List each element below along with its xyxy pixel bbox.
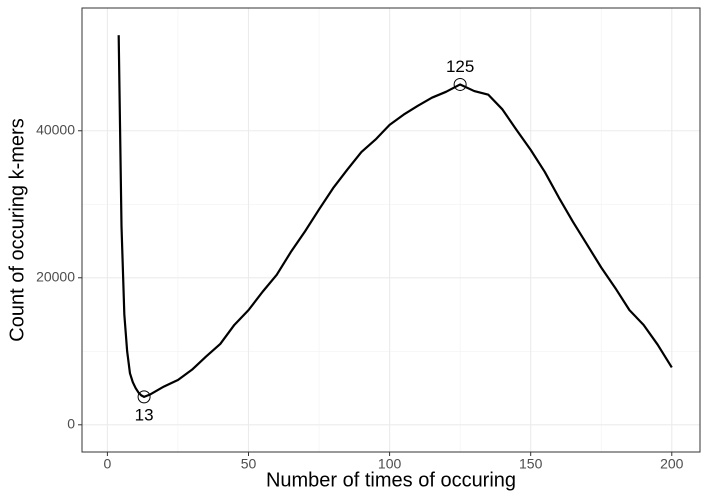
annotation-label: 125	[446, 57, 474, 76]
y-axis-title: Count of occuring k-mers	[6, 118, 28, 341]
x-axis-title: Number of times of occuring	[266, 469, 516, 491]
x-tick-label: 50	[241, 456, 257, 472]
annotation-marker	[137, 390, 151, 404]
y-tick-label: 0	[67, 416, 75, 432]
line	[117, 35, 673, 398]
x-tick-label: 0	[103, 456, 111, 472]
annotation-marker	[453, 77, 467, 91]
x-tick-label: 200	[660, 456, 684, 472]
panel-border	[81, 7, 701, 453]
x-tick-label: 150	[519, 456, 543, 472]
y-tick-label: 40000	[36, 121, 75, 137]
y-tick-label: 20000	[36, 268, 75, 284]
x-tick-label: 100	[378, 456, 402, 472]
annotation-label: 13	[135, 405, 154, 424]
